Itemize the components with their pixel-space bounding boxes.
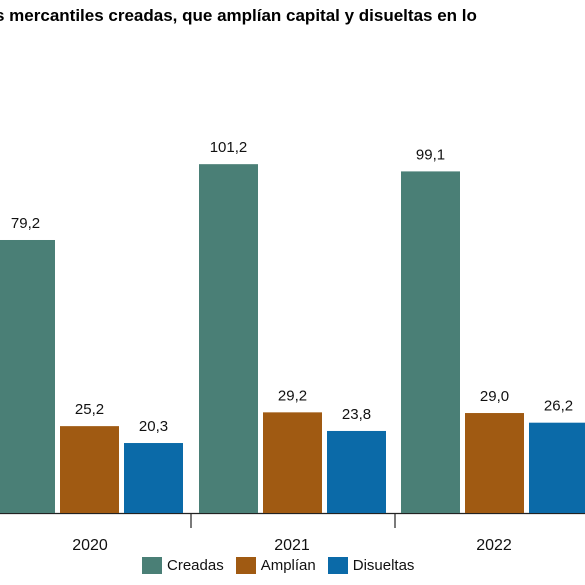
bar-amplían-2020 bbox=[60, 426, 119, 513]
chart-title: s mercantiles creadas, que amplían capit… bbox=[0, 6, 477, 25]
x-tick-label-2022: 2022 bbox=[476, 537, 512, 554]
data-label-amplían-2020: 25,2 bbox=[75, 401, 104, 418]
data-label-disueltas-2020: 20,3 bbox=[139, 418, 168, 435]
legend-swatch-disueltas bbox=[327, 557, 348, 574]
legend-item-disueltas: Disueltas bbox=[327, 557, 415, 574]
legend-swatch-amplian bbox=[235, 557, 256, 574]
x-tick-label-2020: 2020 bbox=[72, 537, 108, 554]
data-label-amplían-2022: 29,0 bbox=[480, 388, 509, 405]
bar-amplían-2022 bbox=[465, 413, 524, 513]
bar-disueltas-2022 bbox=[529, 422, 585, 513]
legend: Creadas Amplían Disueltas bbox=[142, 557, 426, 574]
data-label-creadas-2021: 101,2 bbox=[210, 139, 248, 156]
bar-creadas-2022 bbox=[401, 171, 460, 514]
bar-creadas-2021 bbox=[199, 164, 258, 513]
legend-label-creadas: Creadas bbox=[167, 557, 224, 574]
legend-swatch-creadas bbox=[142, 557, 162, 574]
legend-label-amplian: Amplían bbox=[260, 557, 316, 574]
bar-disueltas-2021 bbox=[327, 430, 386, 513]
x-tick-label-2021: 2021 bbox=[274, 537, 310, 554]
legend-item-amplian: Amplían bbox=[235, 557, 316, 574]
bar-disueltas-2020 bbox=[124, 443, 183, 513]
data-label-creadas-2020: 79,2 bbox=[11, 215, 40, 232]
bar-creadas-2020 bbox=[0, 239, 55, 513]
data-label-creadas-2022: 99,1 bbox=[416, 146, 445, 163]
bar-amplían-2021 bbox=[263, 412, 322, 513]
legend-item-creadas: Creadas bbox=[142, 557, 224, 574]
data-label-disueltas-2021: 23,8 bbox=[342, 406, 371, 423]
data-label-disueltas-2022: 26,2 bbox=[544, 398, 573, 415]
data-label-amplían-2021: 29,2 bbox=[278, 387, 307, 404]
legend-label-disueltas: Disueltas bbox=[352, 557, 415, 574]
